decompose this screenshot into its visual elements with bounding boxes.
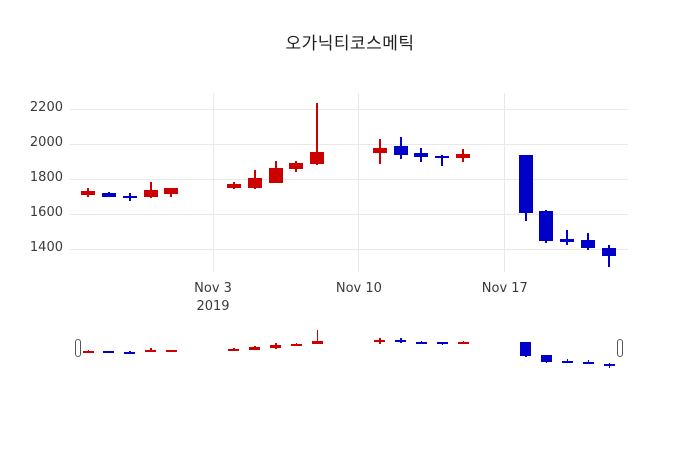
candle-wick-Nov-8	[316, 102, 319, 165]
candle-Nov-22[interactable]	[602, 248, 616, 256]
x-tick-label: Nov 17	[481, 281, 528, 296]
chart-title: 오가닉티코스메틱	[285, 34, 415, 54]
mini-candle-Oct-30	[124, 351, 136, 354]
mini-candle-Nov-14	[436, 342, 448, 345]
candle-wick-Nov-20	[566, 229, 569, 245]
candle-Nov-19[interactable]	[539, 211, 554, 242]
mini-candle-Nov-18	[520, 341, 532, 356]
y-tick-label: 1400	[29, 240, 63, 255]
candle-Nov-4[interactable]	[226, 184, 241, 188]
x-gridline	[212, 93, 214, 272]
y-gridline	[70, 213, 628, 215]
y-tick-label: 1800	[29, 170, 63, 185]
candle-wick-Nov-14	[441, 155, 444, 166]
rangeslider-left-handle[interactable]	[75, 339, 81, 357]
mini-candle-Nov-22	[603, 363, 615, 366]
mini-candle-Nov-5	[249, 347, 261, 350]
mini-candle-Nov-6	[270, 345, 282, 349]
y-gridline	[70, 143, 628, 145]
x-tick-label: Nov 10	[335, 281, 382, 296]
candle-Nov-1[interactable]	[164, 187, 179, 194]
mini-candle-Oct-31	[145, 350, 157, 353]
candle-Nov-15[interactable]	[456, 153, 471, 158]
mini-candle-Nov-11	[374, 340, 386, 343]
x-gridline	[358, 93, 360, 272]
mini-candle-Nov-7	[290, 344, 302, 347]
y-tick-label: 2000	[29, 135, 63, 150]
candle-Oct-28[interactable]	[81, 191, 95, 195]
candle-Nov-5[interactable]	[247, 178, 262, 188]
candle-Nov-13[interactable]	[414, 152, 429, 158]
y-tick-label: 2200	[29, 100, 63, 115]
mini-candle-Nov-20	[561, 361, 573, 364]
candle-Nov-20[interactable]	[560, 238, 575, 242]
candle-Oct-29[interactable]	[101, 193, 116, 197]
candle-Nov-8[interactable]	[310, 151, 325, 165]
mini-candle-Oct-28	[82, 350, 94, 353]
mini-candle-Nov-21	[582, 361, 594, 364]
mini-candle-Oct-29	[103, 350, 115, 353]
x-gridline	[504, 93, 506, 272]
y-gridline	[70, 248, 628, 250]
candle-Nov-11[interactable]	[372, 147, 387, 153]
candle-Nov-21[interactable]	[581, 240, 596, 249]
mini-candle-Nov-4	[228, 348, 240, 351]
candle-Nov-18[interactable]	[518, 154, 533, 214]
x-tick-label: Nov 3 2019	[194, 281, 232, 314]
candle-Oct-30[interactable]	[122, 195, 137, 198]
mini-candle-Nov-1	[165, 349, 177, 352]
candle-Nov-14[interactable]	[435, 156, 450, 159]
rangeslider-right-handle[interactable]	[617, 339, 623, 357]
y-gridline	[70, 108, 628, 110]
mini-candle-Nov-13	[415, 341, 427, 344]
candle-Nov-12[interactable]	[393, 145, 408, 156]
candle-Nov-6[interactable]	[268, 167, 283, 183]
mini-candle-Nov-8	[311, 341, 323, 345]
mini-candle-Nov-12	[395, 339, 407, 343]
mini-candle-Nov-15	[457, 341, 469, 344]
candle-Nov-7[interactable]	[289, 163, 304, 170]
mini-candle-Nov-19	[540, 355, 552, 363]
mini-candle-wick-Nov-8	[316, 330, 319, 345]
y-tick-label: 1600	[29, 205, 63, 220]
candle-Oct-31[interactable]	[143, 189, 158, 198]
mini-candle-wick-Nov-20	[566, 359, 569, 363]
y-gridline	[70, 178, 628, 180]
